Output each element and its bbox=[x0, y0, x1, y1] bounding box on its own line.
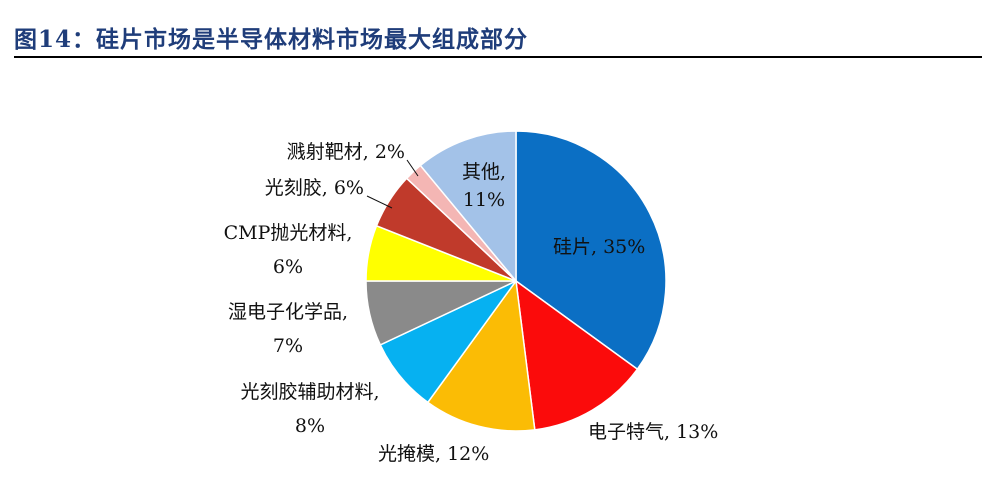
slice-label-8: 溅射靶材, 2% bbox=[287, 141, 405, 163]
slice-label-3: 光掩模, 12% bbox=[378, 443, 489, 465]
leader-line-8 bbox=[406, 159, 419, 177]
slice-label-name-6: CMP抛光材料, bbox=[224, 222, 353, 244]
slice-label-name-9: 其他, bbox=[462, 161, 506, 183]
pie-slice-9 bbox=[419, 130, 517, 284]
pie-slice-3 bbox=[426, 279, 536, 432]
title-divider bbox=[14, 56, 982, 58]
slice-label-name-5: 湿电子化学品, bbox=[228, 301, 348, 323]
slice-label-7: 光刻胶, 6% bbox=[265, 177, 364, 199]
pie-slice-2 bbox=[515, 279, 639, 431]
slice-label-2: 电子特气, 13% bbox=[588, 421, 718, 443]
slice-label-value-6: 6% bbox=[273, 256, 303, 278]
slice-label-name-4: 光刻胶辅助材料, bbox=[240, 381, 379, 403]
slice-label-value-5: 7% bbox=[273, 335, 303, 357]
chart-title: 图14：硅片市场是半导体材料市场最大组成部分 bbox=[14, 26, 529, 53]
pie-slice-1 bbox=[515, 130, 667, 371]
slice-label-value-9: 11% bbox=[463, 189, 505, 211]
slice-label-1: 硅片, 35% bbox=[553, 236, 645, 258]
leader-line-7 bbox=[366, 195, 393, 209]
slice-label-value-4: 8% bbox=[295, 415, 325, 437]
